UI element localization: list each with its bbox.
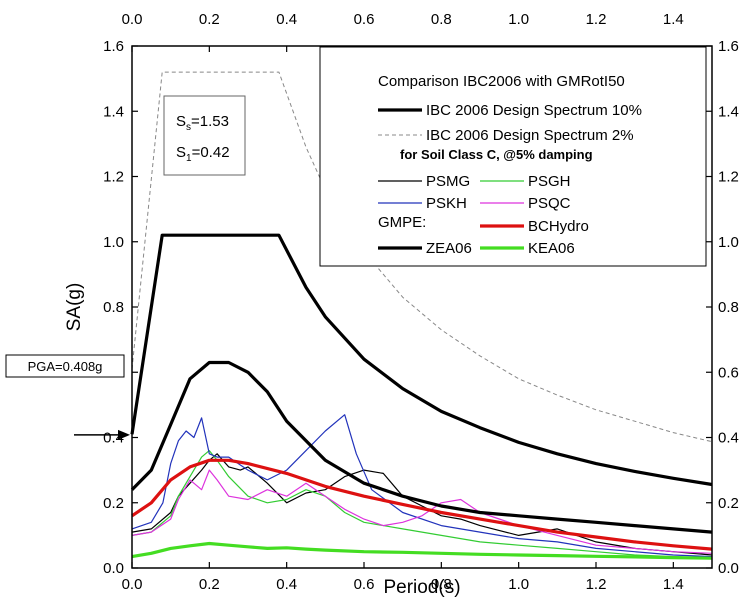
y-tick-label-right: 0.2 xyxy=(718,495,739,512)
series-line-ibc-2006-design-spectrum-10 xyxy=(130,233,713,487)
legend-label-bchydro: BCHydro xyxy=(528,218,589,235)
pga-label: PGA=0.408g xyxy=(28,359,103,374)
x-tick-label-top: 1.0 xyxy=(508,11,529,28)
x-tick-label-bottom: 0.4 xyxy=(276,576,297,593)
x-tick-label-bottom: 0.6 xyxy=(354,576,375,593)
x-tick-label-bottom: 1.2 xyxy=(586,576,607,593)
x-tick-label-top: 0.8 xyxy=(431,11,452,28)
y-tick-label-left: 0.0 xyxy=(103,560,124,577)
legend-label-ibc-2006-design-spectrum-10: IBC 2006 Design Spectrum 10% xyxy=(426,102,642,119)
legend-label-ibc-2006-design-spectrum-2: IBC 2006 Design Spectrum 2% xyxy=(426,127,634,144)
y-tick-label-right: 1.2 xyxy=(718,169,739,186)
pga-arrow-head xyxy=(118,429,130,440)
y-tick-label-right: 1.4 xyxy=(718,103,739,120)
x-tick-label-bottom: 0.0 xyxy=(122,576,143,593)
legend-label-psqc: PSQC xyxy=(528,195,571,212)
series-line-zea06 xyxy=(130,360,713,534)
y-tick-label-left: 0.8 xyxy=(103,299,124,316)
x-tick-label-top: 1.4 xyxy=(663,11,684,28)
s1-label: S1=0.42 xyxy=(176,144,230,164)
legend-label-psmg: PSMG xyxy=(426,173,470,190)
parameter-box: Ss=1.53 S1=0.42 xyxy=(163,95,246,176)
series-line-psmg xyxy=(131,453,713,556)
x-tick-label-top: 0.0 xyxy=(122,11,143,28)
series-line-kea06 xyxy=(131,541,713,560)
y-tick-label-left: 1.4 xyxy=(103,103,124,120)
legend: Comparison IBC2006 with GMRotI50 IBC 200… xyxy=(319,46,707,267)
x-tick-label-top: 1.2 xyxy=(586,11,607,28)
x-tick-label-bottom: 1.4 xyxy=(663,576,684,593)
parameter-box-frame xyxy=(163,95,246,176)
y-tick-label-right: 0.6 xyxy=(718,364,739,381)
x-tick-label-top: 0.2 xyxy=(199,11,220,28)
ss-subscript: s xyxy=(186,122,191,133)
series-line-psqc xyxy=(131,469,713,554)
x-tick-label-top: 0.4 xyxy=(276,11,297,28)
series-line-psgh xyxy=(131,450,713,559)
series-line-bchydro xyxy=(131,458,713,551)
legend-label-kea06: KEA06 xyxy=(528,240,575,257)
series-line-pskh xyxy=(131,414,713,558)
legend-gmpe-label: GMPE: xyxy=(378,214,426,231)
y-tick-label-left: 0.2 xyxy=(103,495,124,512)
legend-label-pskh: PSKH xyxy=(426,195,467,212)
legend-label-zea06: ZEA06 xyxy=(426,240,472,257)
pga-annotation: PGA=0.408g xyxy=(5,354,130,440)
y-tick-label-right: 0.0 xyxy=(718,560,739,577)
series-lines xyxy=(130,71,713,560)
x-tick-label-bottom: 0.2 xyxy=(199,576,220,593)
x-axis-title: Period(s) xyxy=(383,577,460,598)
axis-ticks: 0.00.00.20.20.40.40.60.60.80.81.01.01.21… xyxy=(103,11,739,593)
legend-label-psgh: PSGH xyxy=(528,173,571,190)
y-tick-label-left: 1.6 xyxy=(103,38,124,55)
y-axis-title: SA(g) xyxy=(64,283,85,332)
s1-subscript: 1 xyxy=(186,153,192,164)
x-tick-label-top: 0.6 xyxy=(354,11,375,28)
y-tick-label-left: 1.2 xyxy=(103,169,124,186)
legend-title: Comparison IBC2006 with GMRotI50 xyxy=(378,73,625,90)
y-tick-label-left: 1.0 xyxy=(103,234,124,251)
y-tick-label-right: 0.4 xyxy=(718,430,739,447)
y-tick-label-right: 1.6 xyxy=(718,38,739,55)
pga-box xyxy=(5,354,125,378)
ss-label: Ss=1.53 xyxy=(176,113,229,133)
series-line-ibc-2006-design-spectrum-2 xyxy=(131,71,713,443)
legend-subtitle: for Soil Class C, @5% damping xyxy=(400,147,593,162)
legend-frame xyxy=(319,46,707,267)
x-tick-label-bottom: 0.8 xyxy=(431,576,452,593)
y-tick-label-right: 0.8 xyxy=(718,299,739,316)
x-tick-label-bottom: 1.0 xyxy=(508,576,529,593)
y-tick-label-right: 1.0 xyxy=(718,234,739,251)
